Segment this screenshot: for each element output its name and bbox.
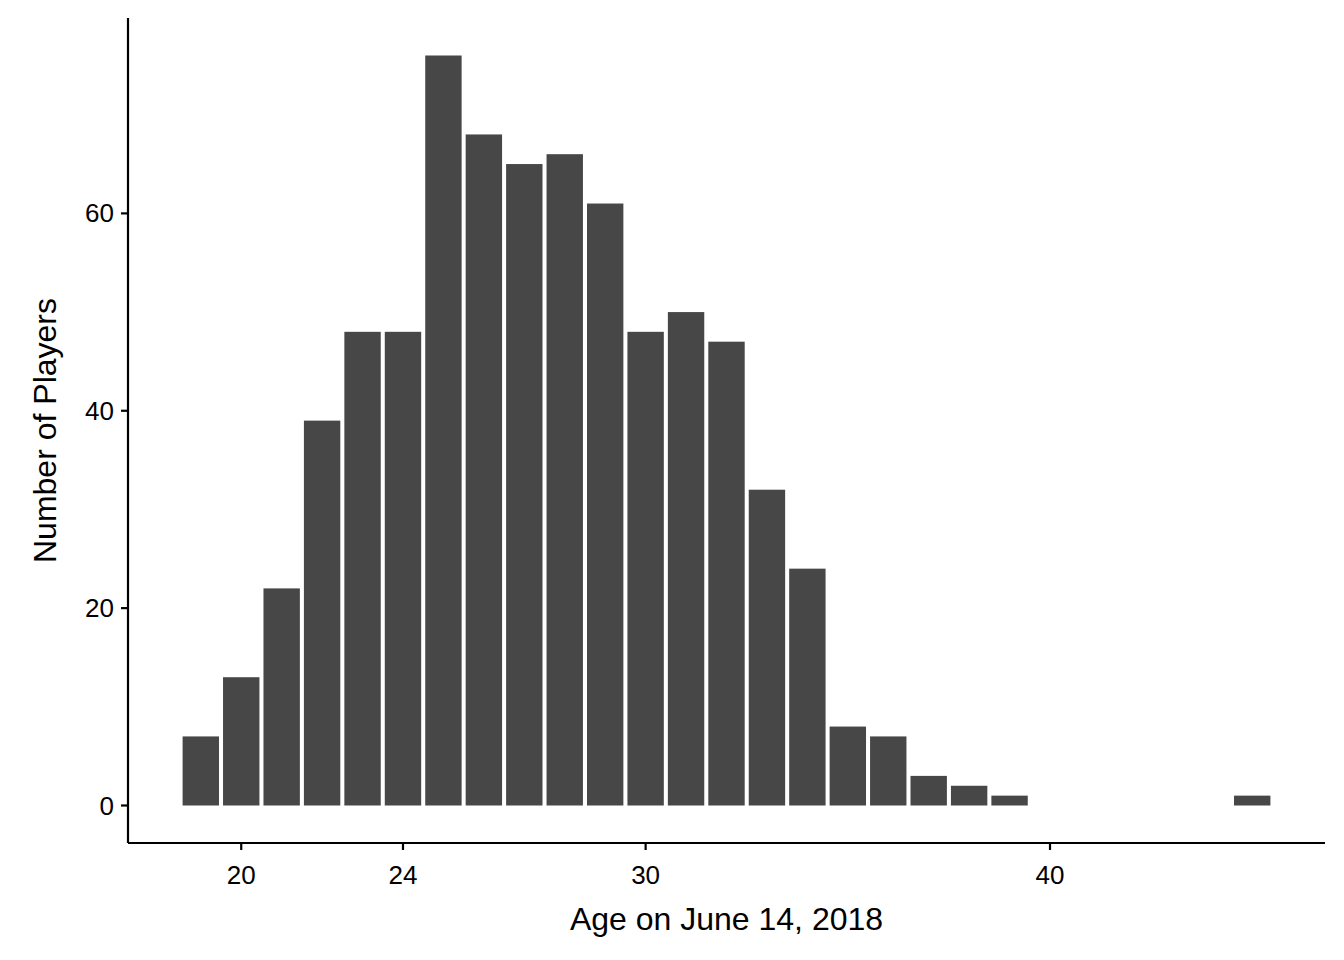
x-tick-label: 40 <box>1036 860 1065 890</box>
y-tick-label: 60 <box>85 198 114 228</box>
bar <box>627 332 663 806</box>
x-tick-label: 30 <box>631 860 660 890</box>
y-tick <box>121 804 128 806</box>
bar <box>991 796 1027 806</box>
x-axis-title: Age on June 14, 2018 <box>570 901 883 937</box>
bar <box>1234 796 1270 806</box>
bar <box>708 342 744 806</box>
bar <box>749 490 785 806</box>
x-tick <box>240 843 242 850</box>
bar <box>425 56 461 806</box>
bar <box>385 332 421 806</box>
bar <box>466 134 502 805</box>
y-axis-title: Number of Players <box>27 298 63 563</box>
y-tick-label: 0 <box>100 791 114 821</box>
x-axis-line <box>128 842 1325 844</box>
x-tick <box>645 843 647 850</box>
x-tick-label: 24 <box>389 860 418 890</box>
bar <box>344 332 380 806</box>
y-tick <box>121 212 128 214</box>
bar <box>830 727 866 806</box>
x-tick-label: 20 <box>227 860 256 890</box>
bar <box>870 736 906 805</box>
bar <box>304 421 340 806</box>
y-tick <box>121 410 128 412</box>
x-tick <box>1049 843 1051 850</box>
bar <box>183 736 219 805</box>
bar <box>587 204 623 806</box>
bar <box>668 312 704 805</box>
x-tick <box>402 843 404 850</box>
y-axis-line <box>127 18 129 843</box>
bars <box>183 56 1271 806</box>
bar <box>951 786 987 806</box>
bar <box>223 677 259 805</box>
y-tick-label: 40 <box>85 396 114 426</box>
bar <box>547 154 583 805</box>
bar <box>506 164 542 805</box>
chart: 0 20 40 60 20 24 30 40 Age on June 14, 2018 Numbe… <box>0 0 1344 960</box>
bar <box>910 776 946 806</box>
bar <box>263 588 299 805</box>
y-tick <box>121 607 128 609</box>
bar <box>789 569 825 806</box>
y-tick-label: 20 <box>85 593 114 623</box>
